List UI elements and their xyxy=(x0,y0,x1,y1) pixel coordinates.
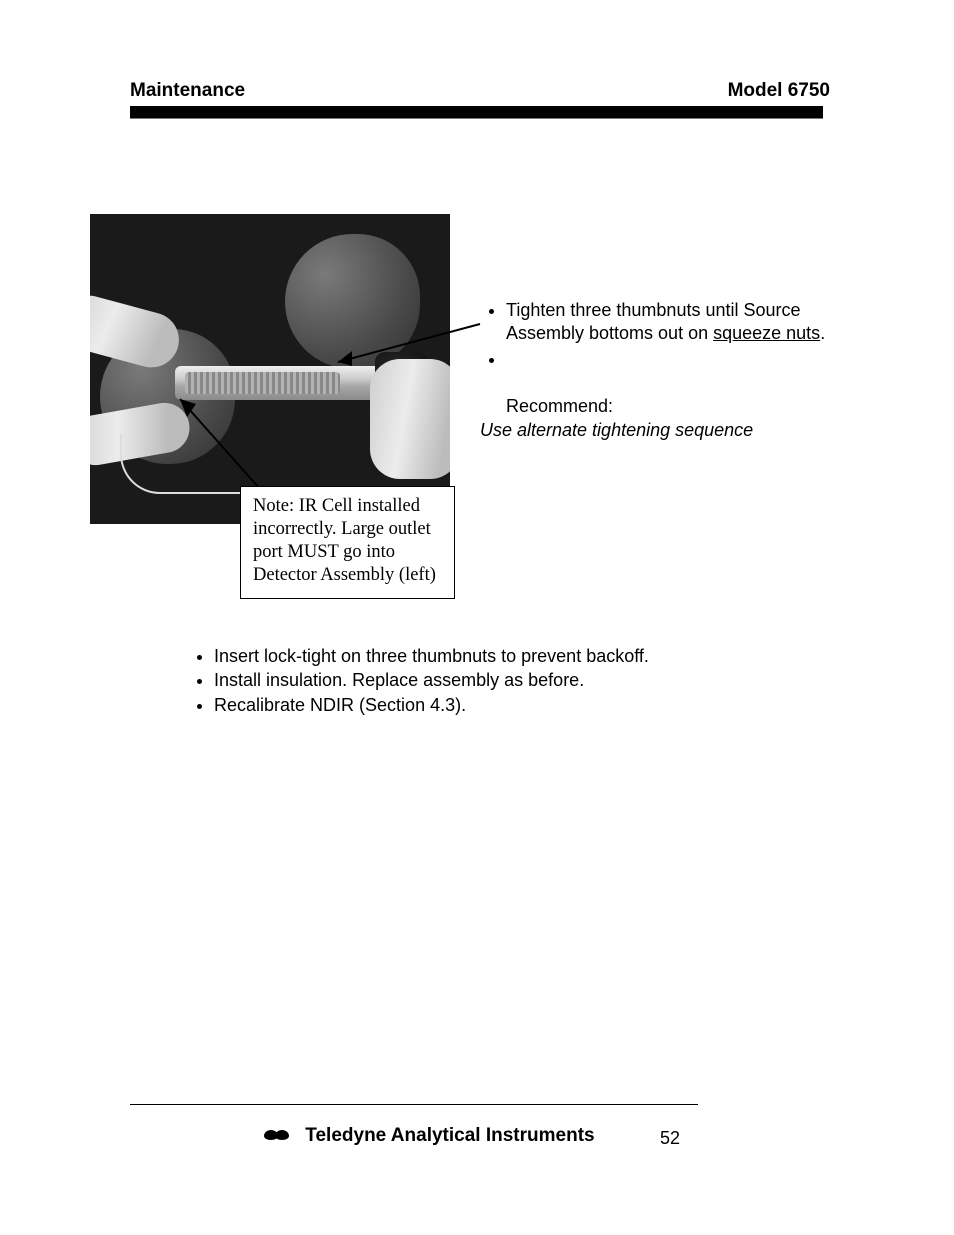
header-left: Maintenance xyxy=(130,80,245,102)
document-page: Maintenance Model 6750 xyxy=(130,80,830,717)
header-divider xyxy=(130,118,823,119)
side-instruction-block: Tighten three thumbnuts until Source Ass… xyxy=(480,299,850,442)
recommend-label: Recommend: xyxy=(506,395,850,418)
page-number: 52 xyxy=(660,1128,680,1149)
teledyne-logo-icon xyxy=(264,1127,294,1143)
assembly-photo xyxy=(90,214,450,524)
side-bullet: Tighten three thumbnuts until Source Ass… xyxy=(506,299,850,346)
recommend-text: Use alternate tightening sequence xyxy=(480,419,850,442)
wire-bundle xyxy=(120,434,250,494)
hand-finger xyxy=(370,359,450,479)
lower-bullet: Install insulation. Replace assembly as … xyxy=(214,668,830,692)
header-black-bar xyxy=(130,106,823,118)
footer-company: Teledyne Analytical Instruments xyxy=(305,1125,594,1146)
lower-bullet: Insert lock-tight on three thumbnuts to … xyxy=(214,644,830,668)
side-bullet-underlined: squeeze nuts xyxy=(713,323,820,343)
foam-right xyxy=(285,234,420,369)
header-right: Model 6750 xyxy=(728,80,830,102)
side-bullet-period: . xyxy=(820,323,825,343)
page-header: Maintenance Model 6750 xyxy=(130,80,830,104)
lower-instruction-list: Insert lock-tight on three thumbnuts to … xyxy=(192,644,830,717)
heater-coil xyxy=(185,372,340,394)
footer-rule xyxy=(130,1104,698,1105)
figure-block: Tighten three thumbnuts until Source Ass… xyxy=(130,214,830,644)
side-bullet-empty xyxy=(506,348,850,371)
recommend-block: Recommend: xyxy=(506,395,850,418)
note-callout-box: Note: IR Cell installed incorrectly. Lar… xyxy=(240,486,455,599)
page-footer: Teledyne Analytical Instruments xyxy=(130,1125,830,1147)
lower-bullet: Recalibrate NDIR (Section 4.3). xyxy=(214,693,830,717)
